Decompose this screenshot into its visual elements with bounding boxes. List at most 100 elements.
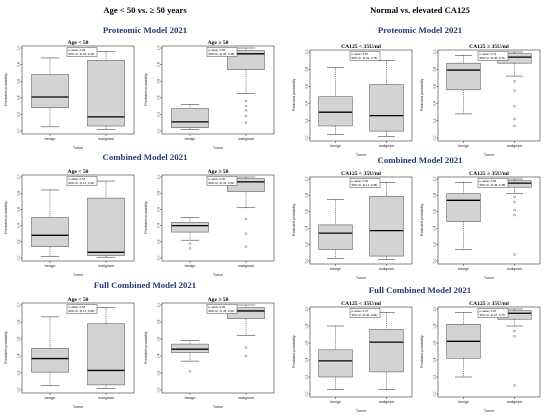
y-tick-label: 1.0	[433, 177, 437, 182]
stats-legend-box	[477, 178, 509, 188]
panel-title: Age < 50	[68, 169, 89, 175]
box	[369, 84, 404, 132]
y-tick-label: 0.8	[305, 324, 309, 329]
right-row-title-full-combined: Full Combined Model 2021	[368, 285, 472, 295]
y-tick-label: 0.2	[17, 239, 21, 244]
box	[318, 349, 353, 378]
y-tick-label: 0.8	[305, 67, 309, 72]
box	[446, 193, 481, 222]
plot-frame	[437, 176, 541, 265]
y-tick-label: 0.0	[17, 256, 21, 261]
y-tick-label: 0.4	[17, 95, 21, 100]
y-axis-label: Predicted probability	[420, 335, 424, 368]
outlier-point	[244, 99, 248, 103]
ci-text: 95% CI: (0.17, 0.58)	[352, 183, 378, 187]
box	[87, 323, 125, 386]
y-axis-label: Predicted probability	[144, 201, 148, 234]
x-tick-label: benign	[45, 264, 56, 268]
y-tick-label: 0.8	[433, 193, 437, 198]
y-tick-label: 1.0	[305, 307, 309, 312]
x-axis-label: Tumor	[356, 153, 367, 157]
y-tick-label: 0.4	[157, 354, 161, 359]
y-tick-label: 0.4	[433, 101, 437, 106]
box	[31, 217, 69, 247]
y-axis-label: Predicted probability	[4, 201, 8, 234]
y-tick-label: 1.0	[305, 177, 309, 182]
x-tick-label: malignant	[98, 396, 114, 400]
y-tick-label: 0.0	[17, 129, 21, 134]
outlier-point	[244, 245, 248, 248]
x-axis-label: Tumor	[484, 276, 495, 280]
y-tick-label: 1.0	[17, 46, 21, 51]
right-row-title-combined: Combined Model 2021	[377, 155, 463, 165]
y-tick-label: 0.2	[305, 242, 309, 247]
ci-text: 95% CI: (0.27, 0.77)	[480, 313, 506, 317]
x-axis-label: Tumor	[73, 273, 84, 277]
right-row-title-proteomic: Proteomic Model 2021	[377, 25, 463, 35]
x-axis-label: Tumor	[484, 409, 495, 413]
plot-frame	[161, 45, 275, 135]
ci-text: 95% CI: (0.21, 0.75)	[352, 56, 378, 60]
box	[87, 197, 125, 256]
y-tick-label: 1.0	[305, 50, 309, 55]
box	[446, 62, 481, 91]
outlier-point	[244, 121, 248, 124]
stats-legend-box	[206, 304, 238, 314]
left-column-title: Age < 50 vs. ≥ 50 years	[103, 5, 187, 15]
plot-frame	[161, 302, 275, 394]
panel-title: CA125 ≥ 35U/ml	[469, 44, 509, 50]
p-value-text: p-value: 0.60	[352, 179, 369, 183]
right-column-title: Normal vs. elevated CA125	[370, 5, 470, 15]
panel-title: Age ≥ 50	[208, 297, 229, 303]
boxplot-combined-ca125-elevated: CA125 ≥ 35U/ml 0.0 0.2 0.4 0.6 0.8 1.0 Predicte…	[420, 171, 541, 280]
box	[369, 329, 404, 373]
y-tick-label: 0.0	[305, 392, 309, 397]
y-tick-label: 0.8	[433, 67, 437, 72]
outlier-point	[513, 104, 516, 108]
y-tick-label: 0.4	[433, 358, 437, 363]
stats-legend-box	[66, 304, 98, 314]
plot-frame	[309, 49, 413, 142]
panel-title: CA125 < 35U/ml	[341, 44, 381, 50]
y-tick-label: 0.0	[305, 259, 309, 264]
p-value-text: p-value: 0.57	[480, 309, 497, 313]
y-axis-label: Predicted probability	[292, 335, 296, 368]
y-tick-label: 0.6	[305, 209, 309, 214]
panel-title: CA125 < 35U/ml	[341, 301, 381, 307]
plot-frame	[161, 174, 275, 262]
x-axis-label: Tumor	[213, 273, 224, 277]
outlier-point	[513, 253, 516, 256]
y-axis-label: Predicted probability	[420, 204, 424, 237]
y-tick-label: 0.0	[157, 129, 161, 134]
y-tick-label: 0.8	[157, 191, 161, 196]
y-tick-label: 0.8	[433, 324, 437, 329]
boxplot-full-combined-age-under-50: Age < 50 0.0 0.2 0.4 0.6 0.8 1.0 Predicted prob…	[4, 297, 135, 409]
outlier-point	[244, 217, 248, 221]
p-value-text: p-value: 0.72	[480, 52, 497, 56]
x-tick-label: benign	[330, 144, 341, 148]
x-tick-label: malignant	[98, 264, 114, 268]
y-tick-label: 0.2	[17, 112, 21, 117]
y-axis-label: Predicted probability	[4, 73, 8, 106]
y-tick-label: 0.0	[157, 256, 161, 261]
y-axis-label: Predicted probability	[292, 204, 296, 237]
y-tick-label: 0.6	[157, 79, 161, 84]
y-tick-label: 0.6	[305, 84, 309, 89]
y-tick-label: 0.2	[17, 371, 21, 376]
panel-title: Age < 50	[68, 297, 89, 303]
x-tick-label: malignant	[379, 144, 395, 148]
boxplot-combined-age-50-plus: Age ≥ 50 0.0 0.2 0.4 0.6 0.8 1.0 Predicted prob…	[144, 169, 275, 277]
y-tick-label: 0.6	[433, 84, 437, 89]
plot-frame	[437, 306, 541, 398]
box	[87, 60, 125, 127]
y-tick-label: 1.0	[17, 303, 21, 308]
panel-title: Age ≥ 50	[208, 40, 229, 46]
outlier-point	[513, 195, 516, 199]
x-tick-label: benign	[45, 137, 56, 141]
y-tick-label: 0.0	[433, 259, 437, 264]
boxplot-full-combined-ca125-elevated: CA125 ≥ 35U/ml 0.0 0.2 0.4 0.6 0.8 1.0 Predicte…	[420, 301, 541, 413]
y-tick-label: 0.2	[305, 375, 309, 380]
stats-legend-box	[206, 176, 238, 186]
x-axis-label: Tumor	[73, 146, 84, 150]
outlier-point	[244, 114, 248, 118]
